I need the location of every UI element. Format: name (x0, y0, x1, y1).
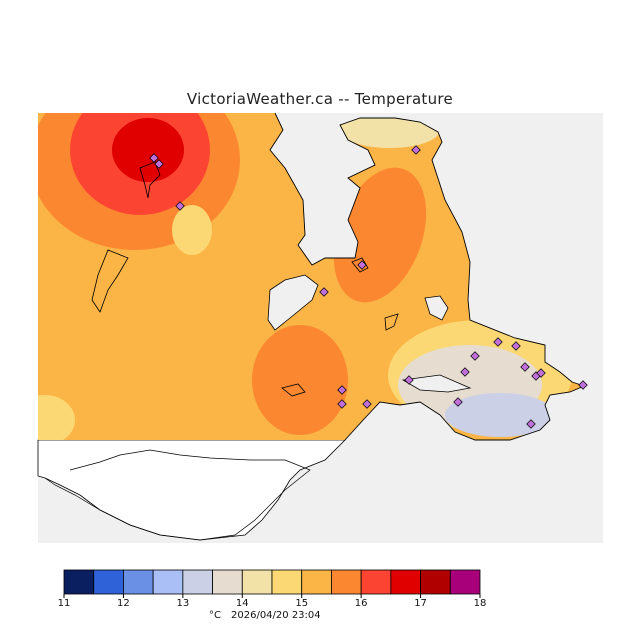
colorbar-tick-label: 11 (57, 598, 71, 609)
station-marker[interactable] (536, 368, 546, 378)
station-marker[interactable] (149, 153, 159, 163)
map-title: VictoriaWeather.ca -- Temperature (186, 90, 454, 108)
colorbar-bin (271, 569, 303, 595)
colorbar-tick-label: 17 (414, 598, 427, 609)
colorbar-tick-label: 14 (235, 598, 249, 609)
station-marker[interactable] (526, 419, 536, 429)
colorbar-bin (390, 569, 421, 595)
station-marker[interactable] (511, 341, 521, 351)
station-marker[interactable] (175, 201, 185, 211)
lake-outline-small (281, 383, 306, 397)
colorbar-bin (93, 569, 124, 595)
colorbar-bin (212, 569, 243, 595)
colorbar-bin (449, 569, 481, 595)
station-marker[interactable] (337, 385, 347, 395)
station-marker[interactable] (154, 159, 164, 169)
colorbar-bin (360, 569, 392, 595)
colorbar-bin (331, 569, 362, 595)
pond-outline (384, 313, 399, 331)
olympic-coastline (44, 449, 311, 541)
colorbar-tick-label: 15 (295, 598, 309, 609)
colorbar-bin (152, 569, 184, 595)
colorbar-bin (301, 569, 332, 595)
esquimalt-harbour (401, 374, 472, 393)
station-marker[interactable] (520, 362, 530, 372)
colorbar-bin (182, 569, 213, 595)
station-marker[interactable] (578, 380, 588, 390)
colorbar-bin (241, 569, 273, 595)
colorbar-bin (63, 569, 95, 595)
station-marker[interactable] (362, 399, 372, 409)
station-marker[interactable] (319, 287, 329, 297)
station-marker[interactable] (453, 397, 463, 407)
shawnigan-lake (139, 161, 161, 199)
coastline (269, 112, 586, 441)
small-inlet (351, 257, 369, 273)
colorbar-tick-label: 12 (117, 598, 130, 609)
station-marker[interactable] (470, 351, 480, 361)
colorbar-unit-label: °C (209, 610, 221, 621)
station-marker[interactable] (460, 367, 470, 377)
colorbar-timestamp: 2026/04/20 23:04 (231, 610, 321, 621)
saanich-inlet (267, 274, 319, 331)
station-marker[interactable] (357, 260, 367, 270)
station-markers (149, 145, 588, 429)
lake-outline (91, 249, 129, 313)
colorbar-tick-label: 13 (176, 598, 190, 609)
colorbar-bin (123, 569, 154, 595)
colorbar (63, 569, 481, 598)
station-marker[interactable] (493, 337, 503, 347)
colorbar-tick-label: 18 (473, 598, 487, 609)
colorbar-bin (420, 569, 451, 595)
elk-lake (424, 295, 449, 321)
colorbar-tick-label: 16 (354, 598, 368, 609)
station-marker[interactable] (411, 145, 421, 155)
station-marker[interactable] (404, 375, 414, 385)
station-marker[interactable] (337, 399, 347, 409)
